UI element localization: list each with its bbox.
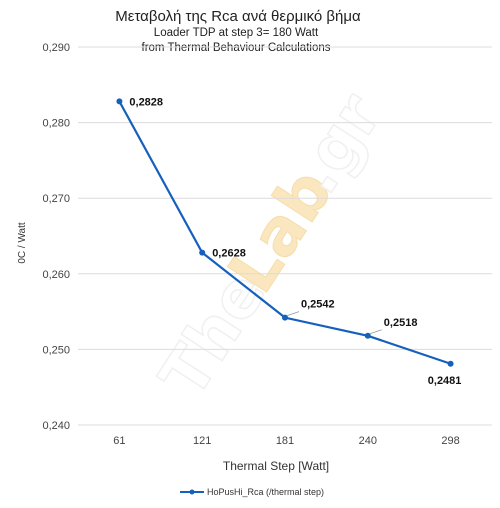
data-labels: 0,2828 0,2628 0,2542 0,2518 0,2481 — [129, 96, 461, 386]
data-label: 0,2518 — [384, 317, 418, 329]
y-tick-label: 0,250 — [42, 344, 70, 356]
y-axis-title: 0C / Watt — [17, 222, 28, 264]
data-point — [364, 332, 371, 339]
data-label: 0,2542 — [301, 299, 335, 311]
data-point — [199, 249, 206, 256]
x-tick-label: 61 — [113, 435, 125, 447]
label-leader — [369, 329, 382, 335]
y-tick-label: 0,280 — [42, 118, 70, 130]
y-tick-label: 0,290 — [42, 42, 70, 54]
data-label: 0,2628 — [212, 248, 246, 260]
label-leader — [286, 311, 300, 317]
x-tick-label: 181 — [276, 435, 294, 447]
data-point — [116, 98, 123, 105]
data-label: 0,2481 — [428, 375, 462, 387]
x-tick-labels: 61 121 181 240 298 — [113, 435, 460, 447]
y-tick-label: 0,270 — [42, 193, 70, 205]
legend-label: HoPusHi_Rca (/thermal step) — [207, 487, 324, 497]
legend-marker — [189, 489, 195, 495]
x-axis-title: Thermal Step [Watt] — [223, 459, 329, 473]
chart-subtitle-1: Loader TDP at step 3= 180 Watt — [154, 27, 319, 39]
series-layer — [116, 98, 454, 367]
y-tick-labels: 0,290 0,280 0,270 0,260 0,250 0,240 — [42, 42, 70, 432]
data-point — [282, 314, 288, 321]
x-tick-label: 121 — [193, 435, 211, 447]
data-point — [447, 360, 454, 367]
x-tick-label: 298 — [441, 435, 459, 447]
chart-title: Μεταβολή της Rca ανά θερμικό βήμα — [115, 8, 361, 25]
data-label: 0,2828 — [129, 96, 163, 108]
y-tick-label: 0,260 — [42, 269, 70, 281]
y-tick-label: 0,240 — [42, 420, 70, 432]
grid-layer — [78, 46, 492, 426]
legend: HoPusHi_Rca (/thermal step) — [180, 487, 324, 497]
x-tick-label: 240 — [359, 435, 377, 447]
chart-subtitle-2: from Thermal Behaviour Calculations — [142, 42, 331, 54]
watermark: The Lab .gr — [146, 80, 398, 411]
